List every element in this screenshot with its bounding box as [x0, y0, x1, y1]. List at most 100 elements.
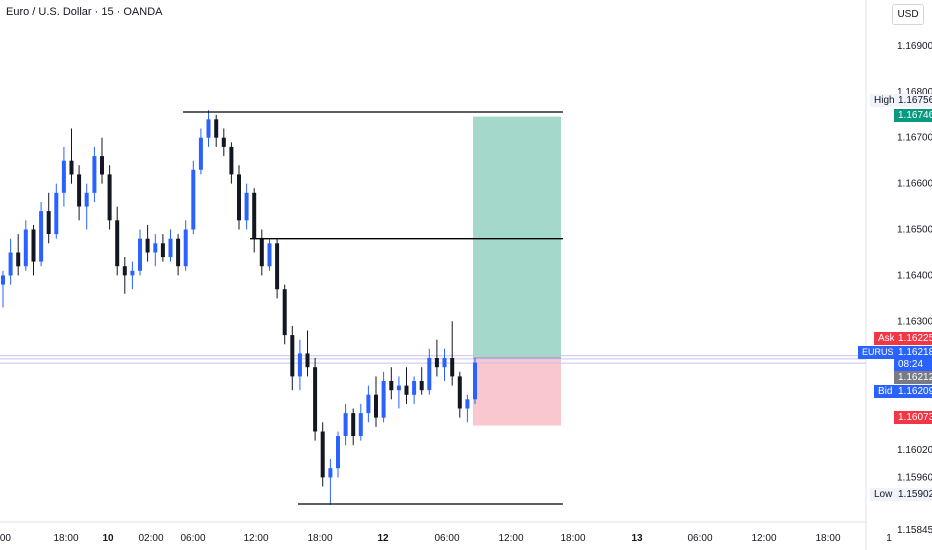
candle-body: [381, 381, 386, 418]
candle-body: [145, 238, 150, 253]
candle-body: [153, 243, 158, 253]
symbol-tag: EURUSD: [858, 346, 900, 359]
candle-body: [244, 192, 249, 221]
candle-body: [396, 385, 401, 391]
candle-body: [214, 119, 219, 138]
price-tick: 1.16600: [897, 179, 932, 190]
candle-body: [8, 252, 13, 276]
candle-body: [54, 192, 59, 235]
candle-body: [69, 160, 74, 175]
time-tick: 06:00: [434, 533, 459, 544]
candle-body: [457, 376, 462, 409]
loss-zone[interactable]: [473, 358, 561, 426]
target-price-label: 1.16746: [894, 109, 932, 122]
candle-body: [305, 353, 310, 368]
candle-body: [77, 174, 82, 207]
stop-price-label: 1.16073: [894, 411, 932, 424]
time-tick: 18:00: [560, 533, 585, 544]
candle-body: [46, 211, 51, 234]
profit-zone[interactable]: [473, 116, 561, 358]
currency-button[interactable]: USD: [892, 4, 924, 25]
candle-body: [16, 252, 21, 267]
price-tick: 1.16800: [897, 87, 932, 98]
candle-body: [92, 156, 97, 193]
candle-body: [138, 238, 142, 271]
candle-body: [130, 270, 135, 276]
time-axis[interactable]: :00 18:00 10 02:00 06:00 12:00 18:00 12 …: [0, 533, 892, 544]
candle-body: [198, 137, 203, 170]
price-axis[interactable]: 1.16900 1.16800 1.16700 1.16600 1.16500 …: [897, 41, 932, 536]
time-tick: 12:00: [243, 533, 268, 544]
candle-body: [427, 358, 432, 391]
time-tick: 06:00: [687, 533, 712, 544]
candle-body: [107, 174, 112, 221]
candle-body: [374, 394, 378, 418]
candle-body: [237, 174, 241, 221]
candle-body: [389, 381, 394, 391]
price-tick: 1.15845: [897, 525, 932, 536]
candle-body: [358, 413, 363, 436]
price-tick: 1.15960: [897, 472, 932, 483]
candle-body: [206, 119, 211, 138]
candle-body: [442, 358, 447, 368]
low-value: 1.15902: [894, 488, 932, 501]
candle-body: [465, 399, 470, 409]
price-tick: 1.16900: [897, 41, 932, 52]
time-tick: 12: [377, 533, 389, 544]
time-tick: 13: [631, 533, 643, 544]
candle-body: [259, 238, 264, 267]
mid-price: 1.16212: [894, 371, 932, 384]
candle-body: [23, 229, 28, 267]
time-tick: 18:00: [53, 533, 78, 544]
candle-body: [221, 137, 226, 147]
candle-body: [419, 381, 424, 391]
time-tick: 18:00: [307, 533, 332, 544]
candle-body: [404, 385, 409, 395]
time-tick: 02:00: [138, 533, 163, 544]
candle-body: [191, 169, 196, 230]
candle-body: [328, 468, 333, 478]
candle-body: [267, 243, 272, 267]
current-price: 1.16218: [894, 346, 932, 359]
candle-body: [275, 243, 280, 290]
high-value: 1.16756: [894, 94, 932, 107]
candle-body: [434, 358, 439, 368]
ask-tag: Ask: [874, 332, 898, 345]
candle-body: [31, 229, 36, 262]
candle-body: [313, 367, 318, 432]
candle-body: [100, 156, 104, 175]
candle-body: [351, 413, 356, 436]
candle-body: [320, 431, 325, 478]
candle-body: [1, 275, 5, 285]
time-tick: 06:00: [180, 533, 205, 544]
candle-body: [176, 238, 181, 267]
time-tick: 12:00: [498, 533, 523, 544]
time-tick: 12:00: [751, 533, 776, 544]
candle-body: [290, 335, 295, 377]
candle-body: [343, 413, 348, 436]
candle-body: [450, 358, 455, 377]
candle-body: [366, 394, 371, 414]
chart-title: Euro / U.S. Dollar · 15 · OANDA: [6, 6, 163, 18]
candle-body: [252, 192, 257, 239]
candle-body: [229, 146, 234, 175]
time-tick: 18:00: [815, 533, 840, 544]
bar-countdown: 08:24: [894, 358, 932, 371]
candle-body: [282, 289, 287, 336]
price-tick: 1.16500: [897, 225, 932, 236]
bid-value: 1.16209: [894, 385, 932, 398]
candle-body: [84, 192, 89, 207]
candle-body: [115, 220, 120, 267]
candle-body: [412, 381, 417, 395]
candle-body: [39, 211, 44, 262]
price-tick: 1.16020: [897, 445, 932, 456]
candle-body: [61, 160, 66, 193]
candle-body: [183, 229, 188, 267]
time-tick: 10: [102, 533, 114, 544]
price-tick: 1.16400: [897, 270, 932, 281]
price-tick: 1.16300: [897, 316, 932, 327]
candle-body: [122, 266, 127, 276]
horizontal-levels[interactable]: [183, 111, 563, 505]
